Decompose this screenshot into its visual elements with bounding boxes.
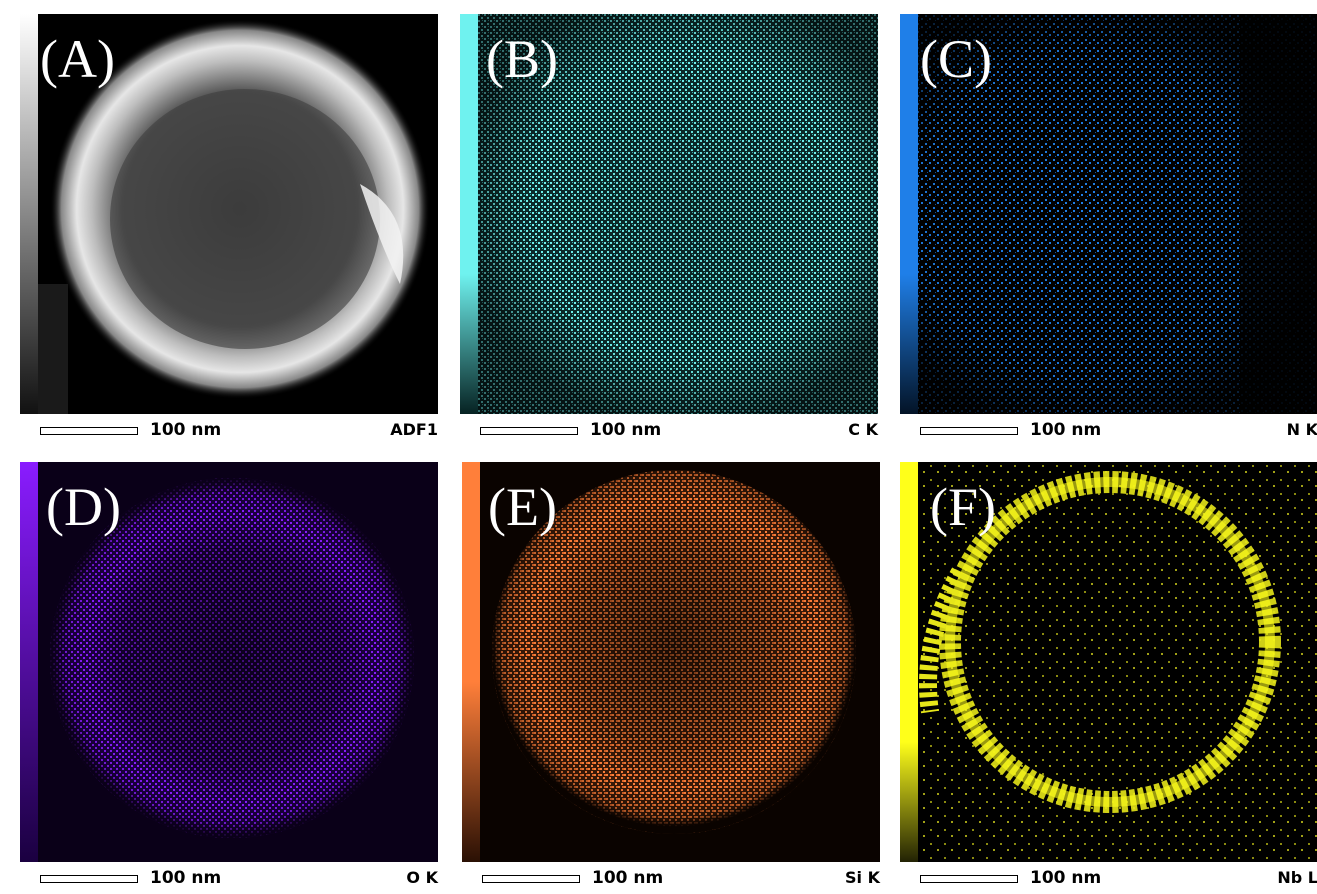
carbon-map <box>460 14 878 414</box>
niobium-map <box>900 462 1317 862</box>
scale-bar-rect <box>480 427 578 435</box>
panel-letter: (C) <box>920 29 992 89</box>
scale-bar: 100 nm O K <box>40 868 438 892</box>
silicon-map <box>462 462 880 862</box>
scale-bar: 100 nm ADF1 <box>40 420 438 444</box>
adf-image <box>20 14 438 414</box>
element-label: N K <box>1286 420 1317 439</box>
scale-bar-rect <box>920 427 1018 435</box>
element-label: Si K <box>845 868 880 887</box>
panel-letter: (F) <box>930 477 996 537</box>
nitrogen-map <box>900 14 1317 414</box>
panel-letter: (D) <box>46 477 121 537</box>
scale-bar-rect <box>40 427 138 435</box>
panel-c: (C) 100 nm N K <box>900 14 1317 446</box>
scale-bar-rect <box>482 875 580 883</box>
panel-e: (E) 100 nm Si K <box>462 462 880 894</box>
scale-label: 100 nm <box>590 420 662 440</box>
scale-label: 100 nm <box>1030 420 1102 440</box>
element-label: O K <box>406 868 438 887</box>
scale-bar: 100 nm N K <box>920 420 1317 444</box>
panel-b: (B) 100 nm C K <box>460 14 878 446</box>
panel-f: (F) 100 nm Nb L <box>900 462 1317 894</box>
scale-bar-rect <box>40 875 138 883</box>
scale-label: 100 nm <box>150 420 222 440</box>
panel-d: (D) 100 nm O K <box>20 462 438 894</box>
scale-label: 100 nm <box>150 868 222 888</box>
scale-bar: 100 nm Nb L <box>920 868 1317 892</box>
oxygen-map <box>20 462 438 862</box>
panel-a: (A) 100 nm ADF1 <box>20 14 438 446</box>
scale-bar-rect <box>920 875 1018 883</box>
element-label: ADF1 <box>390 420 438 439</box>
scale-bar: 100 nm Si K <box>482 868 880 892</box>
panel-letter: (B) <box>486 29 558 89</box>
element-label: C K <box>848 420 878 439</box>
panel-letter: (A) <box>40 29 115 89</box>
scale-label: 100 nm <box>592 868 664 888</box>
scale-label: 100 nm <box>1030 868 1102 888</box>
scale-bar: 100 nm C K <box>480 420 878 444</box>
element-label: Nb L <box>1277 868 1317 887</box>
panel-letter: (E) <box>488 477 557 537</box>
